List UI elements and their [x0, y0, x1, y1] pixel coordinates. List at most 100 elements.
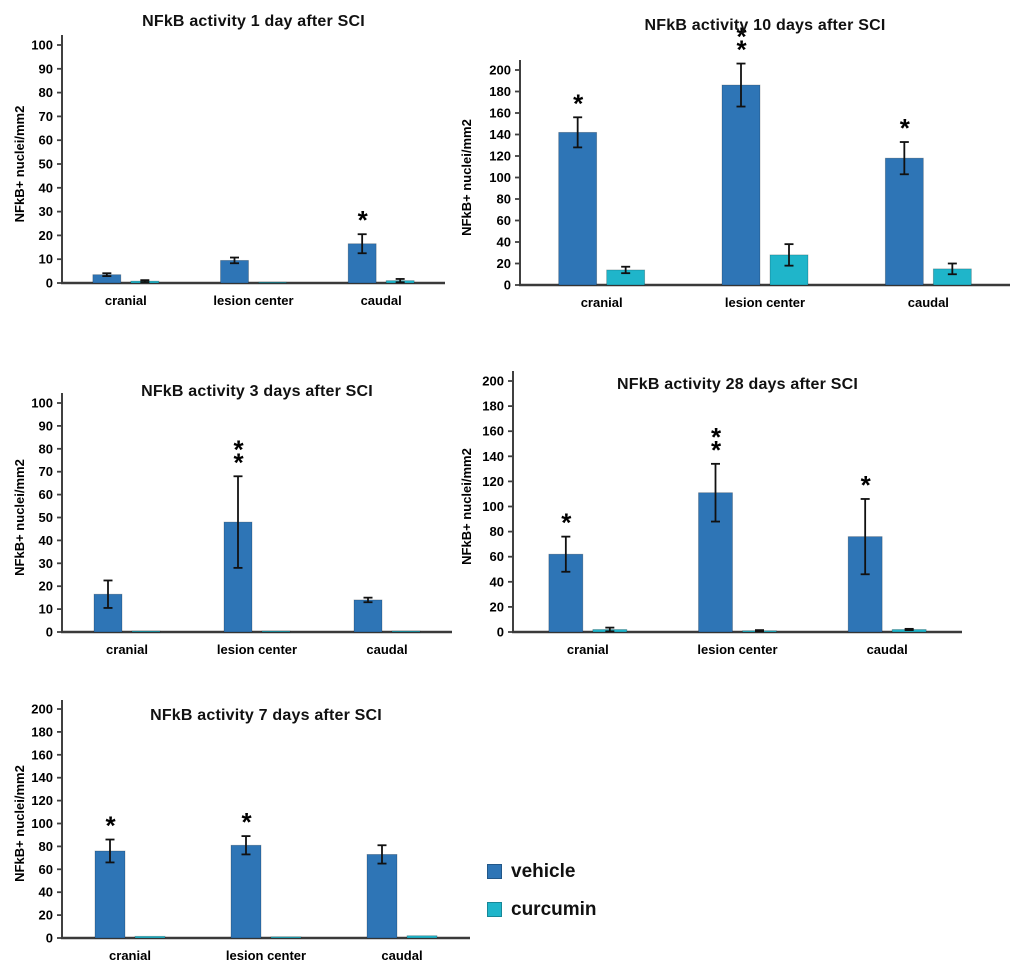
bar-curcumin-caudal: [391, 630, 421, 633]
y-tick-label: 140: [482, 449, 504, 464]
y-tick-label: 200: [482, 374, 504, 389]
y-tick-label: 140: [489, 127, 511, 142]
y-tick-label: 0: [46, 625, 53, 640]
chart-title-7days: NFkB activity 7 days after SCI: [150, 707, 382, 724]
y-tick-label: 40: [39, 533, 53, 548]
y-tick-label: 160: [31, 747, 53, 762]
chart-panel-7days: 0 20 40 60 80 100 120 140 160 180 200 NFkB+ nuclei/…: [10, 700, 482, 968]
y-axis-label: NFkB+ nuclei/mm2: [460, 119, 474, 236]
category-label: caudal: [867, 642, 908, 657]
chart-3days-plot: 0 10 20 30 40 50 60 70 80 90 100 NFkB+ nuclei/mm2 cr…: [12, 393, 452, 657]
chart-panel-3days: 0 10 20 30 40 50 60 70 80 90 100 NFkB+ nuclei/mm2 cr…: [10, 375, 458, 677]
y-tick-label: 180: [489, 84, 511, 99]
category-label: cranial: [105, 293, 147, 308]
chart-panel-1day: 0 10 20 30 40 50 60 70 80 90 100 NFkB+ nuclei/mm2 cr…: [10, 5, 458, 357]
sig-asterisk: *: [900, 113, 911, 143]
y-tick-label: 20: [39, 228, 53, 243]
sig-asterisk: *: [233, 447, 244, 477]
sig-asterisk: *: [233, 434, 244, 464]
y-tick-label: 140: [31, 770, 53, 785]
y-tick-label: 100: [31, 816, 53, 831]
y-tick-label: 0: [504, 278, 511, 293]
y-tick-label: 60: [490, 549, 504, 564]
y-tick-label: 60: [39, 487, 53, 502]
category-label: lesion center: [226, 948, 306, 963]
y-tick-label: 60: [39, 862, 53, 877]
sig-asterisk: *: [861, 470, 872, 500]
chart-title-1day: NFkB activity 1 day after SCI: [142, 13, 365, 30]
bar-curcumin-lesion-center: [261, 630, 291, 633]
bar-curcumin-lesion-center: [258, 281, 287, 284]
y-tick-label: 100: [482, 499, 504, 514]
y-tick-label: 0: [46, 931, 53, 946]
y-tick-label: 60: [497, 213, 511, 228]
legend-label-vehicle: vehicle: [511, 861, 576, 882]
y-tick-label: 60: [39, 133, 53, 148]
category-label: lesion center: [725, 295, 805, 310]
category-label: caudal: [366, 642, 407, 657]
y-axis-label: NFkB+ nuclei/mm2: [460, 448, 474, 565]
bar-curcumin-cranial: [134, 935, 166, 939]
legend-swatch-curcumin: [487, 902, 502, 917]
sig-asterisk: *: [736, 35, 747, 65]
sig-asterisk: *: [711, 435, 722, 465]
chart-28days-plot: 0 20 40 60 80 100 120 140 160 180 200 NFkB+ nuclei/…: [460, 371, 962, 657]
legend-label-curcumin: curcumin: [511, 899, 597, 920]
sig-asterisk: *: [573, 88, 584, 118]
sig-asterisk: *: [711, 422, 722, 452]
chart-title-28days: NFkB activity 28 days after SCI: [617, 376, 858, 393]
y-tick-label: 100: [489, 170, 511, 185]
category-label: lesion center: [217, 642, 297, 657]
category-label: cranial: [106, 642, 148, 657]
category-label: lesion center: [697, 642, 777, 657]
category-label: caudal: [908, 295, 949, 310]
bar-vehicle-cranial: [94, 850, 126, 939]
y-tick-label: 100: [31, 396, 53, 411]
category-label: caudal: [381, 948, 422, 963]
category-label: cranial: [109, 948, 151, 963]
y-tick-label: 180: [482, 399, 504, 414]
legend-item-curcumin: curcumin: [487, 900, 597, 919]
y-tick-label: 70: [39, 464, 53, 479]
bar-curcumin-caudal: [406, 935, 438, 939]
y-tick-label: 100: [31, 38, 53, 53]
y-tick-label: 120: [489, 149, 511, 164]
y-tick-label: 50: [39, 157, 53, 172]
y-tick-label: 160: [482, 424, 504, 439]
y-tick-label: 10: [39, 602, 53, 617]
sig-asterisk: *: [358, 205, 369, 235]
y-tick-label: 40: [497, 235, 511, 250]
category-label: lesion center: [213, 293, 293, 308]
y-tick-label: 90: [39, 418, 53, 433]
category-label: cranial: [581, 295, 623, 310]
bar-curcumin-cranial: [131, 630, 161, 633]
y-tick-label: 10: [39, 252, 53, 267]
y-tick-label: 80: [39, 85, 53, 100]
chart-title-10days: NFkB activity 10 days after SCI: [644, 17, 886, 34]
bar-vehicle-cranial: [558, 131, 598, 286]
y-tick-label: 120: [31, 793, 53, 808]
chart-10days-plot: 0 20 40 60 80 100 120 140 160 180 200 NFkB+ nuclei/…: [460, 22, 1010, 310]
y-axis-label: NFkB+ nuclei/mm2: [12, 106, 27, 223]
y-axis-label: NFkB+ nuclei/mm2: [12, 765, 27, 882]
sig-asterisk: *: [561, 508, 572, 538]
legend-item-vehicle: vehicle: [487, 862, 597, 881]
chart-1day-plot: 0 10 20 30 40 50 60 70 80 90 100 NFkB+ nuclei/mm2 cr…: [12, 35, 445, 308]
y-tick-label: 80: [39, 441, 53, 456]
y-tick-label: 20: [39, 579, 53, 594]
y-tick-label: 80: [490, 524, 504, 539]
y-tick-label: 80: [497, 192, 511, 207]
y-axis-label: NFkB+ nuclei/mm2: [12, 459, 27, 576]
y-tick-label: 70: [39, 109, 53, 124]
y-tick-label: 20: [490, 599, 504, 614]
sig-asterisk: *: [241, 807, 252, 837]
y-tick-label: 30: [39, 204, 53, 219]
y-tick-label: 40: [39, 885, 53, 900]
bar-vehicle-caudal: [884, 157, 924, 286]
bar-curcumin-lesion-center: [270, 936, 302, 939]
sig-asterisk: *: [736, 22, 747, 52]
bar-vehicle-caudal: [353, 599, 383, 633]
y-tick-label: 160: [489, 106, 511, 121]
y-tick-label: 40: [39, 180, 53, 195]
